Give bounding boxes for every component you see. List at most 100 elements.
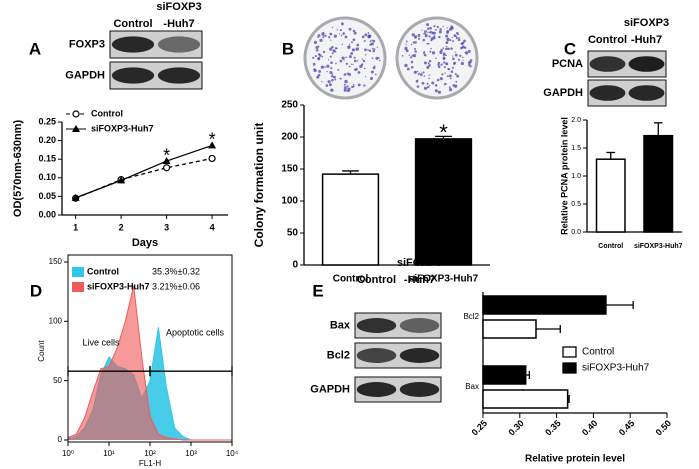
legend-label: siFOXP3-Huh7 [91,123,154,133]
legend-label: siFOXP3-Huh7 [87,281,150,291]
colony [330,39,332,41]
y-tick-label: Bcl2 [463,312,479,321]
colony [467,49,471,53]
colony [404,63,408,68]
colony [353,83,355,86]
blot-band [628,56,665,72]
colony [319,38,323,42]
colony [450,25,454,29]
colony [324,34,327,38]
colony [336,47,338,50]
colony [320,65,325,69]
blot-row-label: FOXP3 [69,38,105,50]
blot-band [111,67,155,84]
colony [449,39,452,42]
colony [313,40,318,44]
colony [371,57,374,60]
colony [322,50,326,54]
y-tick-label: 0.0 [571,229,581,236]
colony [411,33,415,37]
colony [339,77,342,80]
colony [343,59,345,61]
colony [406,50,408,53]
marker [208,141,217,149]
colony [426,42,429,45]
colony [353,59,357,63]
y-axis-label: Count [37,340,46,362]
colony [450,47,453,50]
panel-label: D [30,281,42,300]
blot-band [399,318,440,333]
y-tick-label: Bax [465,382,479,391]
colony [422,71,425,74]
colony [442,55,445,57]
colony [452,55,454,57]
x-tick-label: siFOXP3-Huh7 [409,274,479,285]
colony [371,39,373,42]
blot-row-label: Bax [330,319,351,331]
colony [457,58,461,61]
colony [438,30,442,34]
colony [453,84,458,88]
marker [208,154,216,163]
colony [434,89,438,93]
colony [423,32,426,35]
colony [443,84,446,86]
colony [364,75,367,78]
colony [343,88,347,92]
colony [327,80,331,84]
colony [317,45,320,48]
colony [421,81,425,85]
colony [348,55,352,59]
legend-swatch [72,267,84,277]
x-axis-label: Days [132,237,158,249]
y-tick-label: 0 [58,435,63,444]
colony [426,23,430,27]
colony-dish [303,16,387,100]
blot-row-label: GAPDH [543,87,583,99]
colony [451,36,453,39]
blot-column-label: Control [113,18,152,30]
colony [469,59,473,62]
colony [423,75,426,77]
colony [326,64,330,68]
colony [431,81,435,85]
x-tick-label: siFOXP3-Huh7 [634,243,683,250]
colony [375,56,379,60]
colony [405,44,407,46]
colony [463,39,466,43]
colony [448,88,453,92]
colony [414,41,417,44]
blot-band [399,382,440,397]
colony [439,77,443,81]
legend-label: Control [582,347,614,358]
colony [448,86,451,89]
colony [423,61,427,65]
colony [417,34,421,38]
colony [352,63,354,66]
colony [456,31,459,35]
colony [330,67,333,70]
colony [371,47,374,50]
colony [324,66,326,68]
colony [426,31,428,34]
y-tick-label: 50 [287,228,299,239]
panel-label: A [29,39,41,58]
legend-stat: 35.3%±0.32 [152,266,200,276]
colony [331,52,334,55]
legend-swatch [562,346,577,358]
colony [367,32,370,34]
colony [356,43,360,47]
colony [345,62,349,65]
colony [346,85,349,88]
y-axis-label: Relative PCNA protein level [559,117,569,235]
line [75,144,213,199]
blot-column-label: Control [357,274,396,286]
colony [321,55,324,58]
colony [452,40,454,43]
colony [336,29,339,31]
panel-label: B [282,39,294,58]
colony [424,30,427,33]
blot-band [157,36,201,53]
